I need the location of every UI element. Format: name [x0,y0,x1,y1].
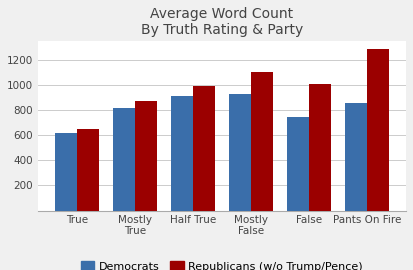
Legend: Democrats, Republicans (w/o Trump/Pence): Democrats, Republicans (w/o Trump/Pence) [76,256,367,270]
Bar [113,108,135,211]
Bar [287,117,309,211]
Bar [251,72,273,211]
Bar [345,103,367,211]
Bar [309,84,331,211]
Bar [171,96,193,211]
Title: Average Word Count
By Truth Rating & Party: Average Word Count By Truth Rating & Par… [141,7,303,37]
Bar [135,101,157,211]
Bar [55,133,77,211]
Bar [367,49,389,211]
Bar [193,86,215,211]
Bar [229,94,251,211]
Bar [77,129,99,211]
